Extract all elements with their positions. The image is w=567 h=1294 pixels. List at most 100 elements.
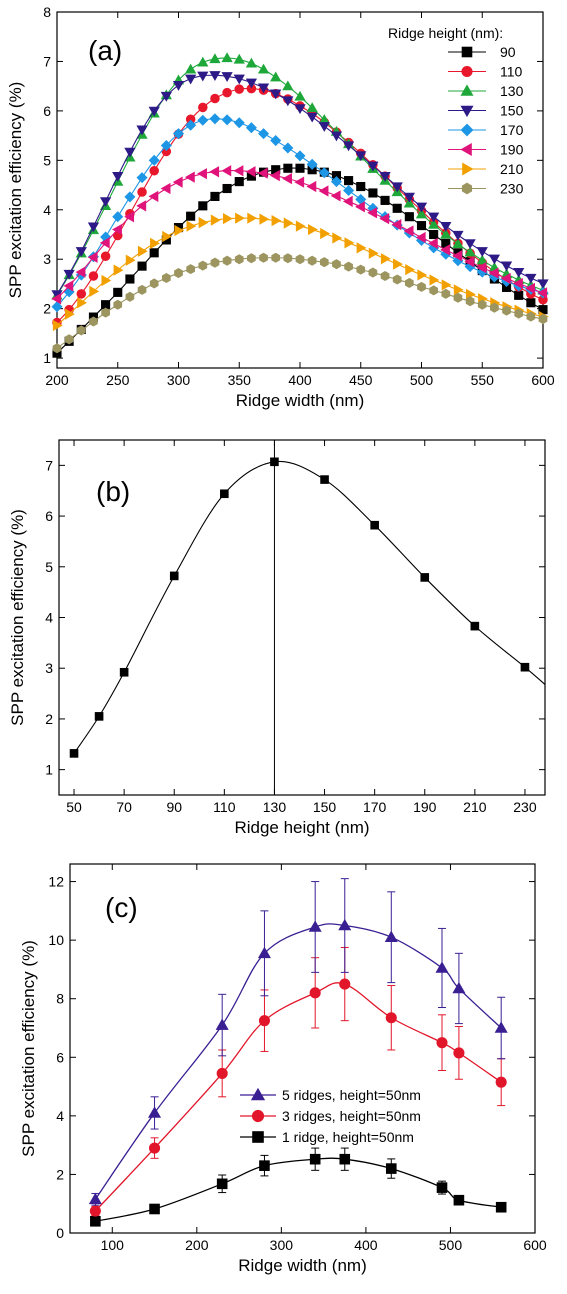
data-point — [294, 176, 305, 188]
data-point — [294, 150, 306, 162]
data-point — [392, 274, 402, 285]
legend-marker — [250, 1087, 266, 1101]
x-tick-label: 90 — [166, 799, 182, 815]
data-point — [490, 302, 499, 313]
data-point — [174, 224, 185, 237]
data-point — [416, 221, 427, 231]
data-point — [75, 266, 86, 278]
data-point — [308, 223, 318, 236]
y-axis-title: SPP excitation efficiency (%) — [8, 509, 27, 726]
x-tick-label: 250 — [106, 372, 130, 388]
data-point — [441, 288, 451, 299]
data-point — [342, 195, 353, 207]
data-point — [259, 213, 270, 225]
y-tick-label: 6 — [43, 103, 51, 119]
series-5-ridges — [88, 878, 508, 1206]
data-point — [197, 56, 209, 67]
data-point — [392, 203, 402, 213]
x-axis-title: Ridge width (nm) — [238, 1256, 367, 1275]
data-point — [89, 285, 100, 297]
data-point — [309, 1153, 321, 1165]
data-point — [233, 165, 244, 177]
data-point — [89, 1205, 101, 1217]
data-point — [235, 212, 245, 224]
legend-label: 90 — [500, 44, 516, 60]
data-point — [172, 176, 183, 188]
data-point — [88, 271, 99, 281]
data-point — [452, 250, 463, 262]
y-tick-label: 1 — [45, 762, 53, 778]
data-point — [99, 237, 110, 249]
data-point — [526, 311, 536, 322]
data-point — [464, 246, 476, 257]
legend-label: 3 ridges, height=50nm — [282, 1108, 421, 1124]
data-point — [162, 230, 173, 243]
data-point — [440, 228, 452, 239]
x-tick-label: 70 — [116, 799, 132, 815]
data-point — [76, 325, 86, 336]
data-point — [494, 1021, 508, 1033]
data-point — [160, 139, 172, 152]
data-point — [112, 172, 124, 182]
data-point — [308, 920, 322, 932]
data-point — [537, 279, 549, 290]
data-point — [210, 214, 221, 226]
legend-title: Ridge height (nm): — [388, 25, 503, 41]
x-tick-label: 400 — [288, 372, 312, 388]
data-point — [309, 987, 321, 999]
data-point — [488, 267, 499, 279]
x-tick-label: 300 — [270, 1237, 294, 1253]
data-point — [112, 223, 122, 236]
data-point — [209, 53, 221, 64]
data-point — [222, 213, 233, 225]
data-point — [233, 53, 245, 64]
data-point — [405, 277, 414, 288]
data-point — [215, 1018, 229, 1030]
data-point — [318, 185, 329, 197]
data-point — [64, 334, 74, 345]
data-point — [221, 165, 232, 177]
data-point — [233, 74, 245, 85]
data-point — [356, 181, 366, 192]
x-tick-label: 500 — [439, 1237, 463, 1253]
data-point — [94, 712, 104, 721]
data-point — [502, 305, 511, 316]
series-3-ridges — [89, 946, 507, 1217]
data-point — [476, 254, 488, 265]
x-tick-label: 50 — [66, 799, 82, 815]
data-point — [124, 211, 135, 223]
legend-item — [448, 123, 486, 137]
legend-marker — [460, 105, 474, 118]
data-point — [356, 242, 367, 254]
series-230 — [52, 252, 548, 354]
data-point — [148, 106, 160, 117]
legend-marker — [460, 84, 474, 96]
legend-item — [448, 65, 486, 78]
data-point — [113, 299, 123, 310]
data-point — [137, 187, 147, 197]
data-point — [379, 213, 390, 225]
plot-frame — [58, 439, 546, 796]
data-point — [306, 112, 318, 123]
data-point — [150, 237, 160, 250]
data-point — [197, 168, 207, 180]
data-point — [125, 291, 135, 302]
data-point — [76, 289, 87, 299]
data-point — [136, 125, 148, 136]
data-point — [368, 267, 378, 278]
data-point — [209, 71, 221, 81]
legend-item — [448, 142, 486, 157]
data-point — [318, 122, 330, 132]
data-point — [198, 102, 208, 113]
data-point — [355, 151, 367, 162]
x-tick-label: 190 — [413, 799, 437, 815]
data-point — [148, 154, 160, 166]
data-point — [283, 163, 293, 173]
data-point — [453, 292, 463, 303]
x-tick-label: 400 — [354, 1237, 378, 1253]
series-line — [56, 87, 544, 323]
data-point — [282, 96, 294, 107]
data-point — [270, 457, 279, 467]
data-point — [245, 78, 258, 89]
x-tick-label: 550 — [471, 372, 495, 388]
